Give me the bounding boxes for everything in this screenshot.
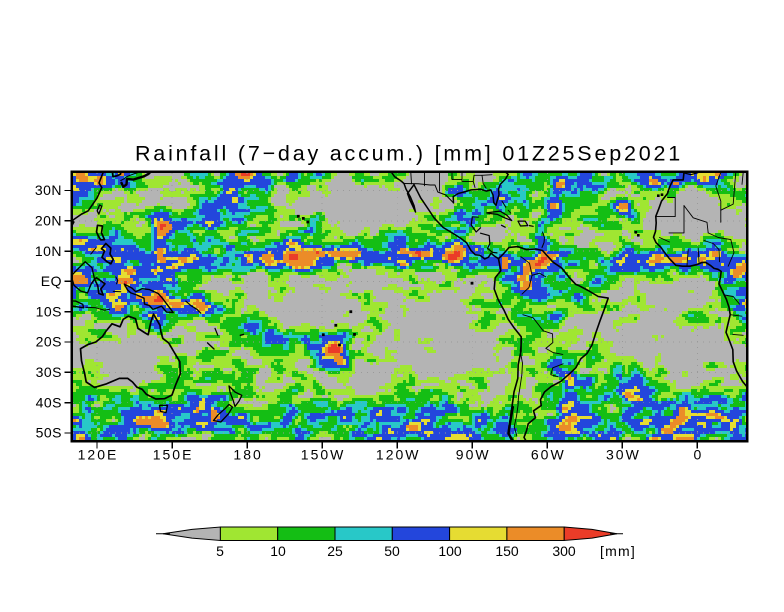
svg-text:Rainfall (7−day accum.) [mm] 0: Rainfall (7−day accum.) [mm] 01Z25Sep202… (135, 142, 683, 166)
svg-text:10N: 10N (35, 243, 62, 259)
svg-text:5: 5 (216, 543, 224, 559)
svg-text:EQ: EQ (41, 273, 62, 289)
svg-text:20S: 20S (36, 334, 62, 350)
svg-text:100: 100 (438, 543, 462, 559)
svg-text:[mm]: [mm] (600, 543, 636, 559)
svg-text:60W: 60W (531, 447, 566, 463)
svg-text:150W: 150W (301, 447, 346, 463)
svg-text:30W: 30W (606, 447, 641, 463)
svg-text:90W: 90W (456, 447, 491, 463)
svg-text:50: 50 (384, 543, 400, 559)
svg-text:120E: 120E (78, 447, 119, 463)
svg-text:150E: 150E (153, 447, 194, 463)
svg-text:30S: 30S (36, 364, 62, 380)
svg-text:0: 0 (694, 447, 704, 463)
svg-text:20N: 20N (35, 213, 62, 229)
svg-text:25: 25 (327, 543, 343, 559)
svg-text:150: 150 (495, 543, 519, 559)
svg-text:40S: 40S (36, 394, 62, 410)
svg-text:10S: 10S (36, 303, 62, 319)
svg-text:120W: 120W (376, 447, 421, 463)
svg-text:50S: 50S (36, 425, 62, 441)
svg-text:30N: 30N (35, 182, 62, 198)
svg-text:180: 180 (233, 447, 262, 463)
svg-text:10: 10 (270, 543, 286, 559)
svg-text:300: 300 (552, 543, 576, 559)
